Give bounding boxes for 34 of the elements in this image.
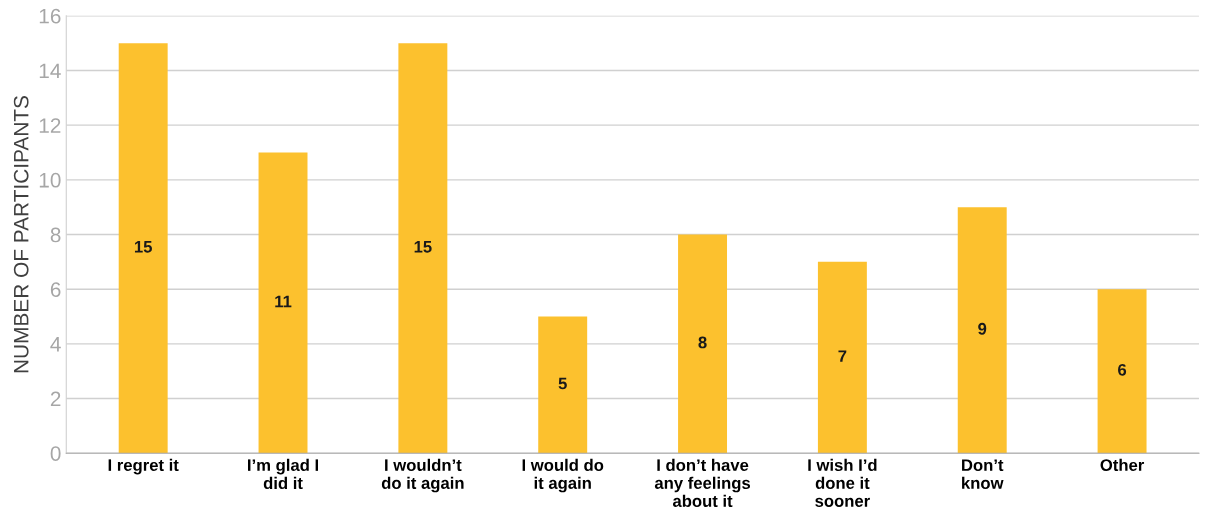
y-tick-label: 16: [39, 8, 61, 24]
bar: [538, 316, 588, 454]
x-tick-label: I don’t have any feelings about it: [654, 458, 751, 507]
x-tick-label: I regret it: [108, 458, 179, 475]
bar: [1097, 289, 1147, 454]
x-tick-label: Don’t know: [962, 459, 1004, 489]
y-tick-label: 6: [50, 282, 61, 297]
data-label: 8: [698, 336, 707, 349]
y-tick-label: 2: [50, 391, 61, 407]
data-label: 15: [134, 241, 152, 253]
data-label: 6: [1118, 363, 1127, 376]
y-tick-label: 14: [39, 63, 61, 79]
bar: [817, 261, 867, 454]
data-label: 7: [838, 350, 847, 362]
y-tick-label: 0: [50, 446, 61, 461]
y-tick-label: 12: [39, 118, 61, 133]
y-tick-label: 10: [39, 172, 61, 188]
x-tick-label: I would do it again: [522, 458, 604, 493]
bar: [258, 152, 308, 454]
bar: [398, 43, 448, 454]
y-axis-title: NUMBER OF PARTICIPANTS: [13, 95, 29, 373]
data-label: 15: [414, 241, 432, 253]
x-tick-label: Other: [1100, 458, 1145, 472]
data-label: 11: [275, 295, 292, 308]
data-label: 5: [558, 377, 567, 390]
x-tick-label: I wish I’d done it sooner: [808, 458, 877, 507]
bar: [678, 234, 728, 454]
x-tick-label: I wouldn’t do it again: [381, 458, 464, 493]
bar: [118, 43, 168, 454]
y-tick-label: 8: [50, 227, 61, 243]
bar: [957, 207, 1007, 454]
x-tick-label: I’m glad I did it: [248, 458, 319, 490]
data-label: 9: [978, 322, 987, 335]
y-tick-label: 4: [50, 337, 61, 352]
